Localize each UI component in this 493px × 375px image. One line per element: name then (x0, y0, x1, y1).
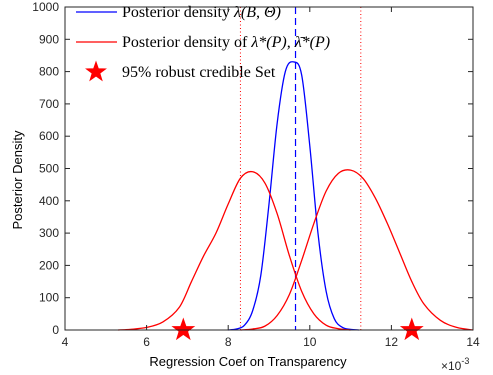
x-axis-exponent: ×10-3 (441, 356, 469, 373)
x-axis-exponent-base: ×10 (441, 359, 462, 373)
y-tick-label-10: 1000 (32, 0, 59, 14)
y-tick-label-2: 200 (39, 258, 59, 272)
x-tick-label-1: 6 (143, 335, 150, 349)
y-tick-label-7: 700 (39, 97, 59, 111)
x-tick-label-2: 8 (225, 335, 232, 349)
series-line-1 (118, 170, 351, 331)
x-tick-label-5: 14 (466, 335, 480, 349)
legend-label-text-2: 95% robust credible Set (122, 64, 276, 81)
x-tick-label-4: 12 (385, 335, 399, 349)
y-tick-label-6: 600 (39, 129, 59, 143)
legend-label-math-1: λ*(P), λ̄*(P) (250, 34, 330, 51)
x-axis-label: Regression Coef on Transparency (149, 354, 347, 369)
series-line-0 (228, 61, 359, 331)
y-tick-label-0: 0 (52, 323, 59, 337)
legend-label-text-1: Posterior density of (122, 34, 251, 51)
y-tick-label-5: 500 (39, 162, 59, 176)
x-axis-exponent-power: -3 (461, 356, 469, 366)
credible-set-star-0 (171, 317, 196, 341)
legend-label-2: 95% robust credible Set (122, 64, 276, 81)
y-tick-label-1: 100 (39, 291, 59, 305)
legend: Posterior density λ(B, Θ)Posterior densi… (76, 4, 330, 82)
x-tick-label-3: 10 (303, 335, 317, 349)
x-tick-label-0: 4 (62, 335, 69, 349)
y-tick-label-4: 400 (39, 194, 59, 208)
legend-label-math-0: λ(B, Θ) (233, 4, 281, 21)
legend-label-0: Posterior density λ(B, Θ) (122, 4, 281, 21)
y-tick-label-8: 800 (39, 65, 59, 79)
y-axis-label: Posterior Density (10, 130, 25, 229)
legend-label-text-0: Posterior density (122, 4, 234, 21)
legend-label-1: Posterior density of λ*(P), λ̄*(P) (122, 34, 330, 51)
y-tick-label-3: 300 (39, 226, 59, 240)
legend-swatch-2 (85, 60, 107, 82)
plot-area (118, 7, 474, 341)
series-line-2 (240, 169, 474, 331)
y-tick-label-9: 900 (39, 32, 59, 46)
credible-set-star-1 (399, 317, 424, 341)
axes: 4 6 8 10 12 14 0 100 200 300 400 500 600 700 800 900 100… (32, 0, 480, 349)
